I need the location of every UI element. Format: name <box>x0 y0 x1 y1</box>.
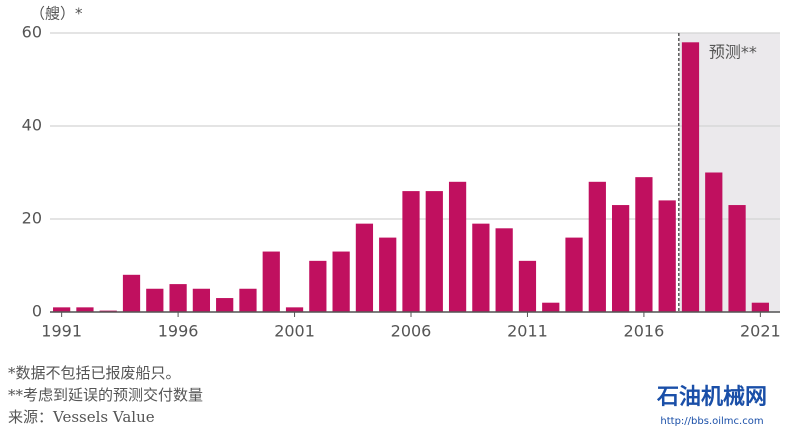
footnote: **考虑到延误的预测交付数量 <box>8 386 203 404</box>
bar <box>122 274 141 312</box>
bar <box>565 237 583 312</box>
bar <box>309 260 327 312</box>
bar <box>169 284 187 312</box>
bar <box>425 191 443 312</box>
x-tick-label: 1996 <box>158 322 199 341</box>
forecast-label: 预测** <box>709 43 757 62</box>
bar <box>146 288 164 312</box>
y-tick-label: 0 <box>32 302 42 321</box>
x-tick-label: 2001 <box>274 322 315 341</box>
bar <box>448 181 467 312</box>
x-tick-label: 2011 <box>507 322 548 341</box>
x-tick-label: 1991 <box>41 322 82 341</box>
bar <box>705 172 723 312</box>
bar <box>53 307 71 312</box>
bar <box>239 288 257 312</box>
bar <box>611 205 630 312</box>
x-tick-label: 2016 <box>624 322 665 341</box>
bar <box>518 260 537 312</box>
bar <box>542 302 560 312</box>
y-tick-label: 60 <box>22 23 42 42</box>
y-tick-label: 20 <box>22 209 42 228</box>
bar <box>285 307 304 312</box>
bar <box>472 223 490 312</box>
bar <box>751 302 769 312</box>
y-axis-label: （艘）* <box>30 5 83 23</box>
bar <box>262 251 280 312</box>
watermark-title: 石油机械网 <box>656 385 767 410</box>
bar <box>379 237 397 312</box>
x-tick-label: 2006 <box>391 322 432 341</box>
bar <box>495 228 513 312</box>
bar <box>192 288 211 312</box>
x-tick-label: 2021 <box>740 322 781 341</box>
bar <box>635 177 653 312</box>
bar <box>658 200 676 312</box>
bar <box>216 298 234 312</box>
footnote: 来源：Vessels Value <box>8 408 155 426</box>
bar <box>355 223 374 312</box>
bar <box>402 191 420 312</box>
watermark-url: http://bbs.oilmc.com <box>660 416 763 427</box>
bar <box>332 251 350 312</box>
bar <box>681 42 700 313</box>
bar <box>76 307 94 312</box>
footnote: *数据不包括已报废船只。 <box>8 364 181 382</box>
y-tick-label: 40 <box>22 116 42 135</box>
bar <box>728 205 746 312</box>
bar <box>588 181 606 312</box>
